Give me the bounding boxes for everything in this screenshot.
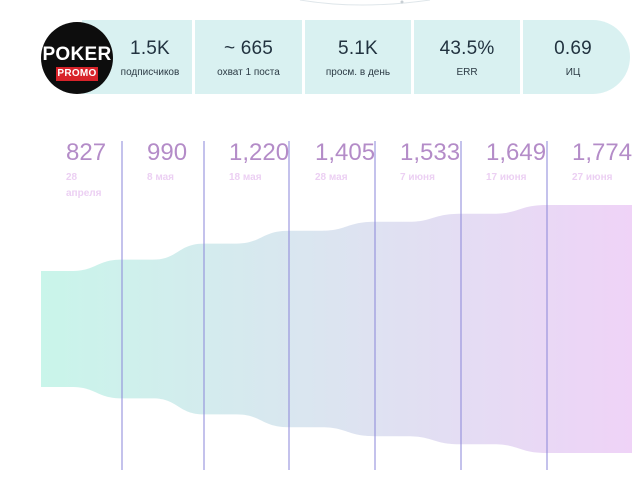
stat-reach: ~ 665 охват 1 поста bbox=[195, 20, 302, 94]
stats-bar: 1.5K подписчиков ~ 665 охват 1 поста 5.1… bbox=[82, 20, 630, 94]
chart-value-label: 1,220 bbox=[229, 139, 290, 166]
chart-value-label: 827 bbox=[66, 139, 107, 166]
top-decorative-arc bbox=[299, 0, 431, 6]
stat-divider bbox=[302, 20, 305, 94]
stat-citation-index-value: 0.69 bbox=[554, 38, 592, 59]
chart-value-label: 1,649 bbox=[486, 139, 547, 166]
logo-text-promo: PROMO bbox=[56, 67, 98, 81]
stat-views-value: 5.1K bbox=[338, 38, 378, 59]
stat-err-value: 43.5% bbox=[439, 38, 495, 59]
stat-views: 5.1K просм. в день bbox=[305, 20, 411, 94]
chart-date-label: 8 мая bbox=[147, 172, 175, 183]
channel-logo[interactable]: POKER PROMO bbox=[41, 22, 113, 94]
chart-date-label: 28 мая bbox=[315, 172, 348, 183]
chart-value-label: 1,405 bbox=[315, 139, 376, 166]
chart-date-label: 7 июня bbox=[400, 172, 435, 183]
logo-text-poker: POKER bbox=[42, 44, 112, 65]
chart-value-label: 990 bbox=[147, 139, 188, 166]
chart-date-label: 27 июня bbox=[572, 172, 613, 183]
stat-err: 43.5% ERR bbox=[414, 20, 520, 94]
stat-reach-value: ~ 665 bbox=[223, 38, 274, 59]
stat-err-label: ERR bbox=[456, 67, 478, 78]
chart-date-label: 17 июня bbox=[486, 172, 527, 183]
stat-citation-index: 0.69 ИЦ bbox=[523, 20, 623, 94]
stat-divider bbox=[192, 20, 195, 94]
stat-subscribers-label: подписчиков bbox=[120, 67, 180, 78]
chart-date-label: 18 мая bbox=[229, 172, 262, 183]
growth-area bbox=[41, 205, 632, 453]
chart-value-label: 1,533 bbox=[400, 139, 461, 166]
stat-subscribers: 1.5K подписчиков bbox=[110, 20, 190, 94]
stat-divider bbox=[411, 20, 414, 94]
stat-reach-label: охват 1 поста bbox=[217, 67, 280, 78]
stat-subscribers-value: 1.5K bbox=[130, 38, 170, 59]
stat-divider bbox=[520, 20, 523, 94]
chart-date-label: 28 апреля bbox=[66, 172, 102, 199]
stat-views-label: просм. в день bbox=[325, 67, 391, 78]
stat-citation-index-label: ИЦ bbox=[565, 67, 581, 78]
chart-value-label: 1,774 bbox=[572, 139, 633, 166]
